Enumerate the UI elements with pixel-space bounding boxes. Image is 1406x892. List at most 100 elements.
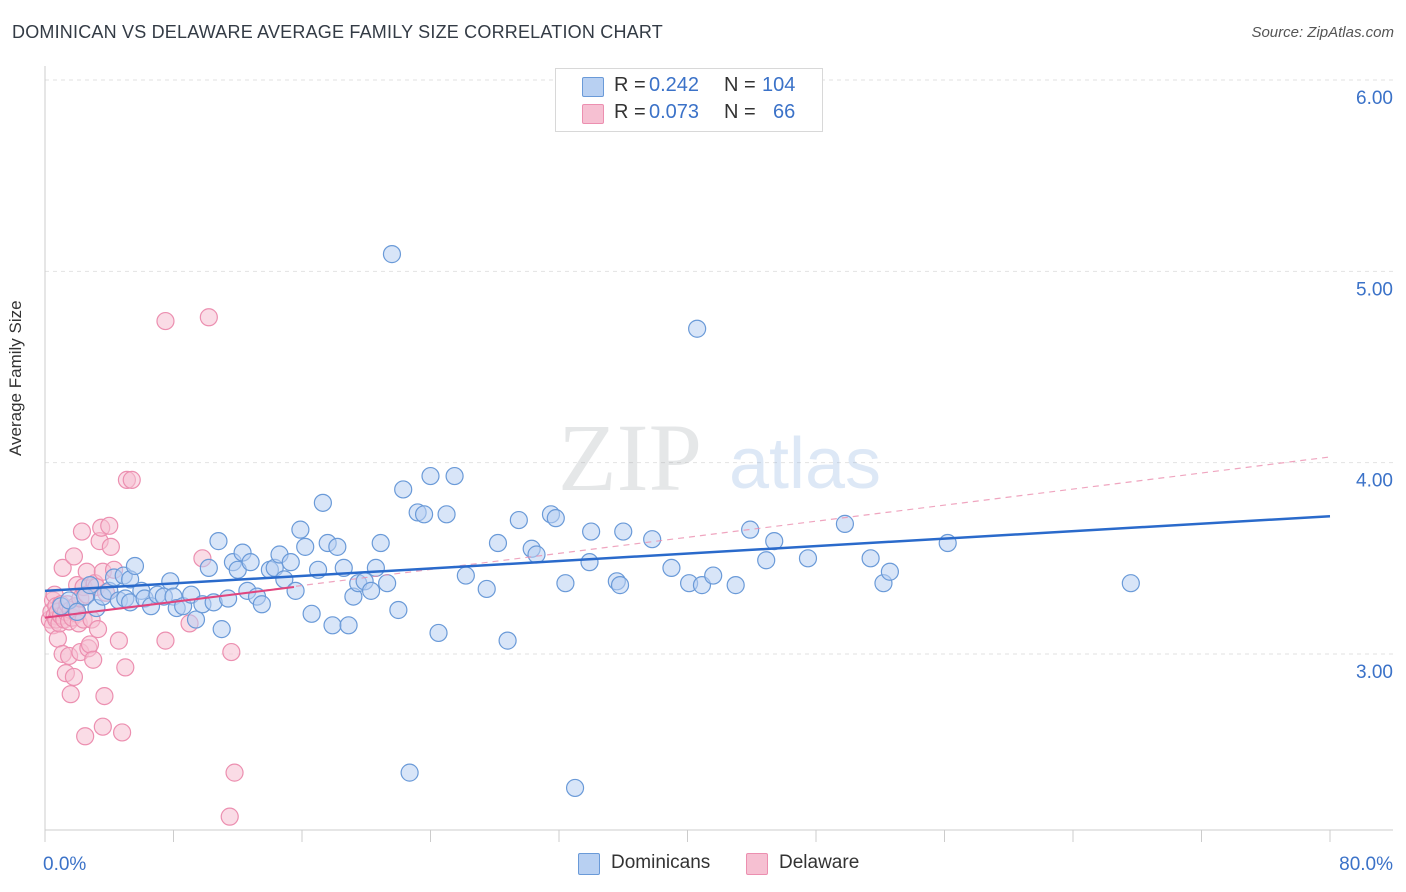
delaware-point	[101, 537, 120, 556]
delaware-trend-line	[44, 586, 295, 619]
dominicans-point	[382, 245, 402, 264]
delaware-point	[48, 629, 67, 648]
chart-title: DOMINICAN VS DELAWARE AVERAGE FAMILY SIZ…	[12, 22, 663, 42]
dominicans-point	[389, 600, 408, 620]
legend-swatch-pink	[582, 104, 604, 124]
dominicans-point	[582, 522, 601, 541]
dominicans-point	[488, 533, 508, 553]
dominicans-point	[125, 556, 145, 576]
dominicans-point	[421, 466, 440, 486]
dominicans-point	[366, 558, 385, 578]
dominicans-point	[291, 520, 310, 539]
dominicans-point	[565, 778, 585, 798]
dominicans-point	[643, 530, 662, 549]
dominicans-trend-line	[44, 514, 1331, 593]
delaware-point	[100, 516, 119, 535]
delaware-point	[199, 308, 218, 327]
y-tick-label: 5.00	[1356, 279, 1393, 300]
legend-r-value: 0.073	[649, 101, 700, 123]
delaware-point	[112, 723, 132, 742]
delaware-point	[222, 642, 241, 662]
delaware-point	[61, 685, 80, 704]
dominicans-point	[429, 623, 448, 643]
watermark-atlas: atlas	[729, 424, 881, 504]
dominicans-point	[400, 763, 419, 782]
dominicans-point	[509, 510, 528, 530]
axes	[44, 66, 1393, 842]
dominicans-point	[394, 480, 413, 499]
dominicans-point	[445, 466, 464, 486]
delaware-point	[109, 631, 128, 650]
trend-lines	[44, 456, 1331, 619]
delaware-point	[122, 470, 141, 489]
dominicans-point	[527, 545, 546, 564]
dominicans-point	[546, 509, 565, 528]
delaware-point	[93, 717, 112, 736]
dominicans-point	[252, 595, 271, 614]
dominicans-point	[313, 493, 332, 512]
bottom-legend-swatch-blue	[578, 853, 600, 875]
delaware-point	[64, 547, 84, 566]
legend-r-label: R =	[614, 101, 646, 123]
delaware-point	[156, 311, 175, 331]
delaware-point	[95, 686, 114, 706]
dominicans-point	[199, 558, 218, 578]
delaware-point	[116, 658, 135, 677]
dominicans-point	[219, 589, 238, 608]
dominicans-point	[161, 572, 180, 591]
dominicans-point	[371, 533, 390, 553]
dominicans-point	[361, 581, 381, 600]
tick-labels: 3.00 4.00 5.00 6.00 0.0% 80.0%	[43, 88, 1393, 875]
dominicans-point	[281, 553, 300, 572]
delaware-point	[53, 558, 72, 578]
dominicans-point	[68, 602, 87, 622]
dominicans-point	[741, 520, 760, 539]
dominicans-point	[704, 566, 723, 585]
dominicans-point	[241, 553, 260, 572]
dominicans-point	[861, 549, 880, 568]
correlation-legend: R = 0.242 N = 104 R = 0.073 N = 66	[555, 68, 823, 132]
dominicans-point	[302, 604, 321, 623]
legend-swatch-blue	[582, 77, 604, 97]
watermark: ZIP atlas	[558, 404, 881, 511]
delaware-point	[156, 631, 175, 650]
delaware-point	[80, 635, 100, 654]
bottom-legend-label: Dominicans	[611, 852, 711, 873]
delaware-point	[76, 727, 95, 746]
dominicans-point	[556, 574, 575, 593]
dominicans-point	[610, 576, 630, 595]
watermark-zip: ZIP	[558, 404, 702, 511]
dominicans-point	[1121, 574, 1140, 593]
dominicans-point	[580, 553, 599, 572]
dominicans-point	[186, 610, 206, 629]
x-tick-label: 0.0%	[43, 854, 86, 875]
legend-r-value: 0.242	[649, 74, 700, 96]
y-tick-label: 3.00	[1356, 662, 1393, 683]
dominicans-point	[498, 631, 517, 650]
dominicans-point	[414, 505, 434, 524]
y-axis-label: Average Family Size	[6, 300, 25, 456]
delaware-point	[225, 763, 244, 782]
dominicans-point	[614, 522, 633, 541]
y-tick-label: 6.00	[1356, 88, 1393, 109]
delaware-point	[64, 667, 84, 687]
legend-n-label: N =	[724, 101, 756, 123]
dominicans-point	[209, 532, 228, 551]
legend-n-value: 66	[773, 101, 796, 123]
legend-n-value: 104	[762, 74, 796, 96]
dominicans-point	[328, 537, 347, 556]
dominicans-point	[662, 558, 681, 578]
delaware-point	[220, 807, 239, 826]
delaware-point	[88, 620, 108, 639]
dominicans-point	[726, 576, 745, 595]
delaware-trend-extended	[44, 456, 1331, 619]
legend-r-label: R =	[614, 74, 646, 96]
grid-lines	[45, 79, 1393, 655]
dominicans-point	[477, 579, 496, 599]
bottom-legend-swatch-pink	[746, 853, 768, 875]
dominicans-point	[212, 620, 231, 639]
y-tick-label: 4.00	[1356, 471, 1393, 492]
dominicans-point	[456, 566, 475, 585]
dominicans-point	[286, 581, 305, 600]
